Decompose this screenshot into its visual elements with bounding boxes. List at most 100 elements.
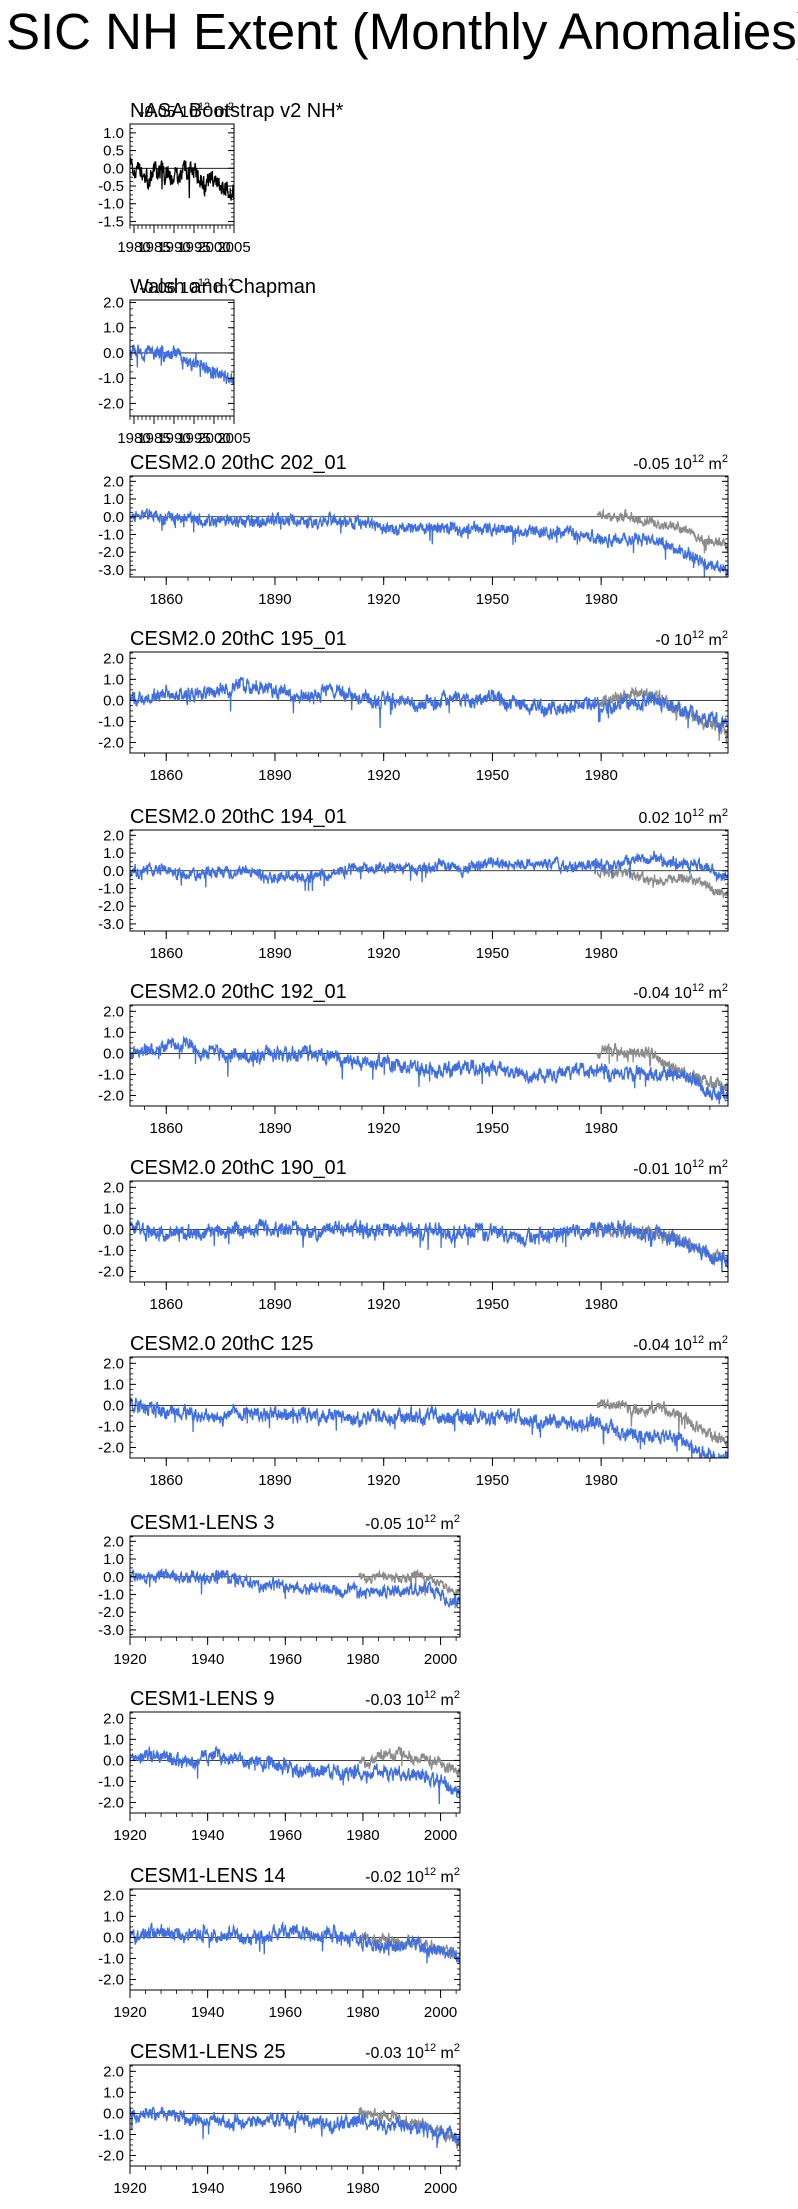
y-tick-label: -2.0: [98, 1439, 124, 1456]
y-tick-label: 2.0: [103, 1533, 124, 1550]
trend-unit-power: 2: [228, 277, 234, 289]
y-tick-label: -1.0: [98, 1586, 124, 1603]
y-tick-label: -1.5: [98, 213, 124, 230]
panel-title: NASA Bootstrap v2 NH*: [130, 100, 344, 122]
panel-11: CESM1-LENS 14 -0.02 1012 m2 2.0 1.0 0.0 -1.0 -…: [98, 1865, 461, 2021]
y-tick-label: 0.0: [103, 160, 124, 177]
panel-title: CESM2.0 20thC 195_01: [130, 628, 347, 650]
y-tick-label: 0.0: [103, 1569, 124, 1586]
series-nasa-bootstrap-v2-nh-: [130, 157, 234, 201]
trend-exponent: 12: [692, 453, 704, 465]
x-tick-label: 1990: [157, 430, 190, 447]
trend-unit: m: [210, 104, 228, 121]
trend-exponent: 12: [692, 982, 704, 994]
plot-frame: [129, 475, 729, 578]
trend-unit-power: 2: [454, 1689, 460, 1701]
x-tick-label: 1860: [150, 1472, 183, 1489]
trend-unit: m: [210, 280, 228, 297]
y-tick-label: 1.0: [103, 1200, 124, 1217]
x-tick-label: 1985: [137, 239, 170, 256]
y-tick-label: 0.0: [103, 863, 124, 880]
trend-exponent: 12: [424, 1513, 436, 1525]
x-tick-label: 1980: [346, 2004, 379, 2021]
trend-exponent: 12: [424, 1689, 436, 1701]
trend-unit: m: [436, 1692, 454, 1709]
series-cesm1-lens-25: [130, 2106, 460, 2148]
y-tick-label: 1.0: [103, 1376, 124, 1393]
y-tick-label: 0.0: [103, 345, 124, 362]
trend-unit-power: 2: [722, 982, 728, 994]
y-tick-label: -1.0: [98, 370, 124, 387]
x-tick-label: 2000: [197, 239, 230, 256]
trend-exponent: 12: [424, 1866, 436, 1878]
y-tick-label: 1.0: [103, 491, 124, 508]
x-tick-label: 1860: [150, 945, 183, 962]
trend-unit: m: [704, 1337, 722, 1354]
series-observations: [358, 1745, 460, 1778]
trend-label: -0.05 1012 m2: [139, 101, 234, 121]
series-cesm2-0-20thc-194-01: [130, 850, 728, 892]
panel-1: NASA Bootstrap v2 NH*-0.05 1012 m2 1.00.5…: [98, 100, 344, 256]
trend-exponent: 12: [424, 2042, 436, 2054]
y-tick-label: 1.0: [103, 320, 124, 337]
x-tick-label: 1920: [367, 945, 400, 962]
y-tick-label: 1.0: [103, 845, 124, 862]
y-tick-label: -3.0: [98, 916, 124, 933]
trend-exponent: 12: [198, 277, 210, 289]
y-tick-label: 1.0: [103, 671, 124, 688]
x-tick-label: 1890: [258, 591, 291, 608]
panel-title: CESM2.0 20thC 194_01: [130, 806, 347, 828]
x-tick-label: 1920: [367, 767, 400, 784]
trend-exponent: 12: [692, 1158, 704, 1170]
x-tick-label: 1920: [367, 591, 400, 608]
y-tick-label: -1.0: [98, 1418, 124, 1435]
trend-unit-power: 2: [454, 1513, 460, 1525]
series-observations: [358, 1568, 460, 1609]
x-tick-label: 1940: [191, 2004, 224, 2021]
x-tick-label: 1920: [113, 2004, 146, 2021]
trend-label: -0.03 1012 m2: [365, 2042, 460, 2062]
panel-6: CESM2.0 20thC 192_01 -0.04 1012 m2 2.0 1.0 0…: [98, 981, 729, 1137]
trend-label: -0.01 1012 m2: [633, 1158, 728, 1178]
x-tick-label: 1950: [476, 767, 509, 784]
trend-label: -0.03 1012 m2: [365, 1689, 460, 1709]
plot-frame: [129, 1356, 729, 1459]
trend-label: -0 1012 m2: [655, 629, 728, 649]
x-tick-label: 1995: [177, 239, 210, 256]
y-tick-label: -2.0: [98, 1263, 124, 1280]
trend-unit-power: 2: [454, 1866, 460, 1878]
x-tick-label: 1980: [584, 767, 617, 784]
y-tick-label: 1.0: [103, 1551, 124, 1568]
trend-exponent: 12: [198, 101, 210, 113]
trend-unit: m: [436, 1869, 454, 1886]
panel-title: CESM2.0 20thC 190_01: [130, 1157, 347, 1179]
y-tick-label: 1.0: [103, 1731, 124, 1748]
y-tick-label: 0.0: [103, 1221, 124, 1238]
y-tick-label: -1.0: [98, 2126, 124, 2143]
y-tick-label: 2.0: [103, 1003, 124, 1020]
trend-label: -0.04 1012 m2: [633, 1334, 728, 1354]
y-tick-label: -1.0: [98, 526, 124, 543]
x-tick-label: 1980: [346, 1827, 379, 1844]
y-tick-label: 1.0: [103, 1908, 124, 1925]
x-tick-label: 2000: [424, 2004, 457, 2021]
x-tick-label: 2005: [217, 239, 250, 256]
y-tick-label: -1.0: [98, 880, 124, 897]
series-cesm2-0-20thc-192-01: [130, 1035, 728, 1105]
plot-frame: [129, 1711, 461, 1814]
panel-12: CESM1-LENS 25 -0.03 1012 m2 2.0 1.0 0.0 -1.0 -…: [98, 2041, 461, 2197]
panel-title: CESM1-LENS 9: [130, 1688, 275, 1710]
x-tick-label: 1890: [258, 1472, 291, 1489]
x-tick-label: 1860: [150, 1296, 183, 1313]
x-tick-label: 1860: [150, 1120, 183, 1137]
trend-unit: m: [704, 1161, 722, 1178]
trend-exponent: 12: [692, 807, 704, 819]
y-tick-label: 2.0: [103, 295, 124, 312]
y-tick-label: -1.0: [98, 713, 124, 730]
trend-label: -0.05 1012 m2: [633, 453, 728, 473]
y-tick-label: -2.0: [98, 544, 124, 561]
x-tick-label: 1980: [346, 2180, 379, 2197]
x-tick-label: 1920: [113, 1827, 146, 1844]
trend-unit-power: 2: [454, 2042, 460, 2054]
x-tick-label: 1960: [269, 1827, 302, 1844]
